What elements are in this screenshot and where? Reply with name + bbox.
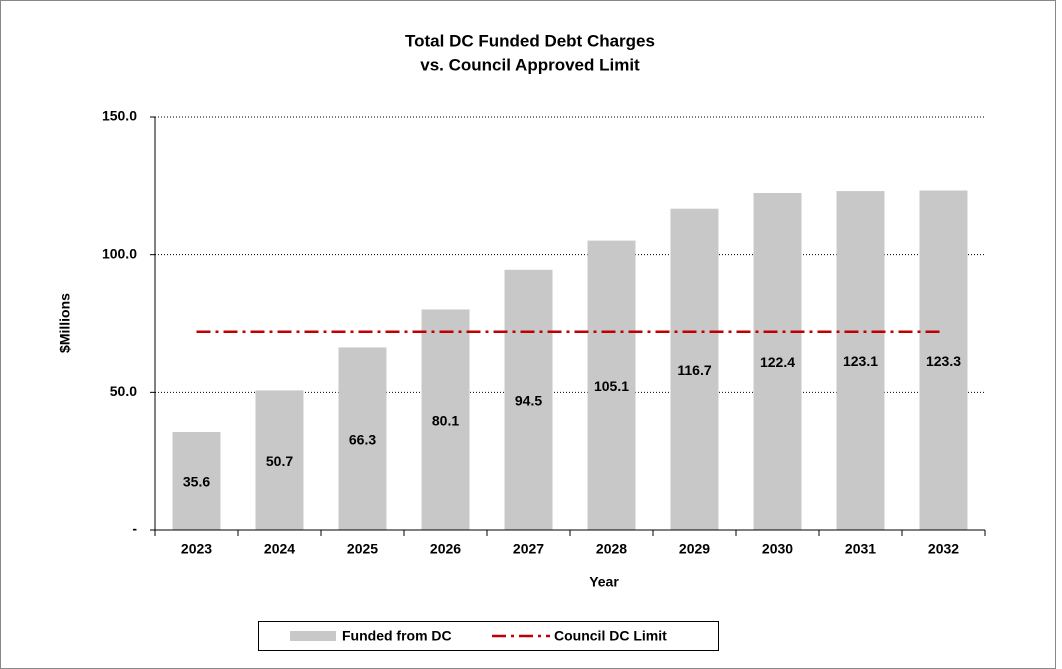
data-label: 123.1	[843, 353, 878, 369]
y-tick-label: 100.0	[102, 245, 137, 261]
x-tick-label: 2031	[845, 541, 876, 557]
y-tick-label: 150.0	[102, 108, 137, 124]
data-label: 105.1	[594, 378, 629, 394]
bar	[836, 191, 885, 530]
chart-title: Total DC Funded Debt Charges	[405, 31, 655, 50]
bar	[172, 431, 221, 530]
legend-swatch	[290, 631, 336, 641]
x-tick-label: 2029	[679, 541, 710, 557]
x-tick-label: 2032	[928, 541, 959, 557]
data-label: 50.7	[266, 453, 293, 469]
bar	[421, 309, 470, 530]
data-label: 116.7	[677, 362, 711, 378]
bar	[338, 347, 387, 530]
data-label: 66.3	[349, 431, 376, 447]
x-tick-label: 2023	[181, 541, 212, 557]
data-label: 35.6	[183, 474, 210, 490]
bar	[670, 208, 719, 530]
bar	[919, 190, 968, 530]
data-label: 122.4	[760, 354, 795, 370]
y-axis-label: $Millions	[57, 293, 73, 353]
x-tick-label: 2024	[264, 541, 295, 557]
x-tick-label: 2028	[596, 541, 627, 557]
y-tick-label: 50.0	[110, 383, 137, 399]
x-tick-label: 2025	[347, 541, 378, 557]
bar	[753, 192, 802, 530]
data-label: 80.1	[432, 412, 459, 428]
legend-label: Council DC Limit	[554, 628, 667, 644]
data-label: 94.5	[515, 393, 542, 409]
data-label: 123.3	[926, 353, 961, 369]
legend-label: Funded from DC	[342, 628, 452, 644]
y-tick-label: -	[132, 521, 137, 537]
chart-title: vs. Council Approved Limit	[420, 55, 640, 74]
bar	[504, 269, 553, 530]
bar	[255, 390, 304, 530]
x-tick-label: 2027	[513, 541, 544, 557]
x-tick-label: 2026	[430, 541, 461, 557]
x-tick-label: 2030	[762, 541, 793, 557]
bar	[587, 240, 636, 530]
x-axis-label: Year	[589, 574, 619, 590]
